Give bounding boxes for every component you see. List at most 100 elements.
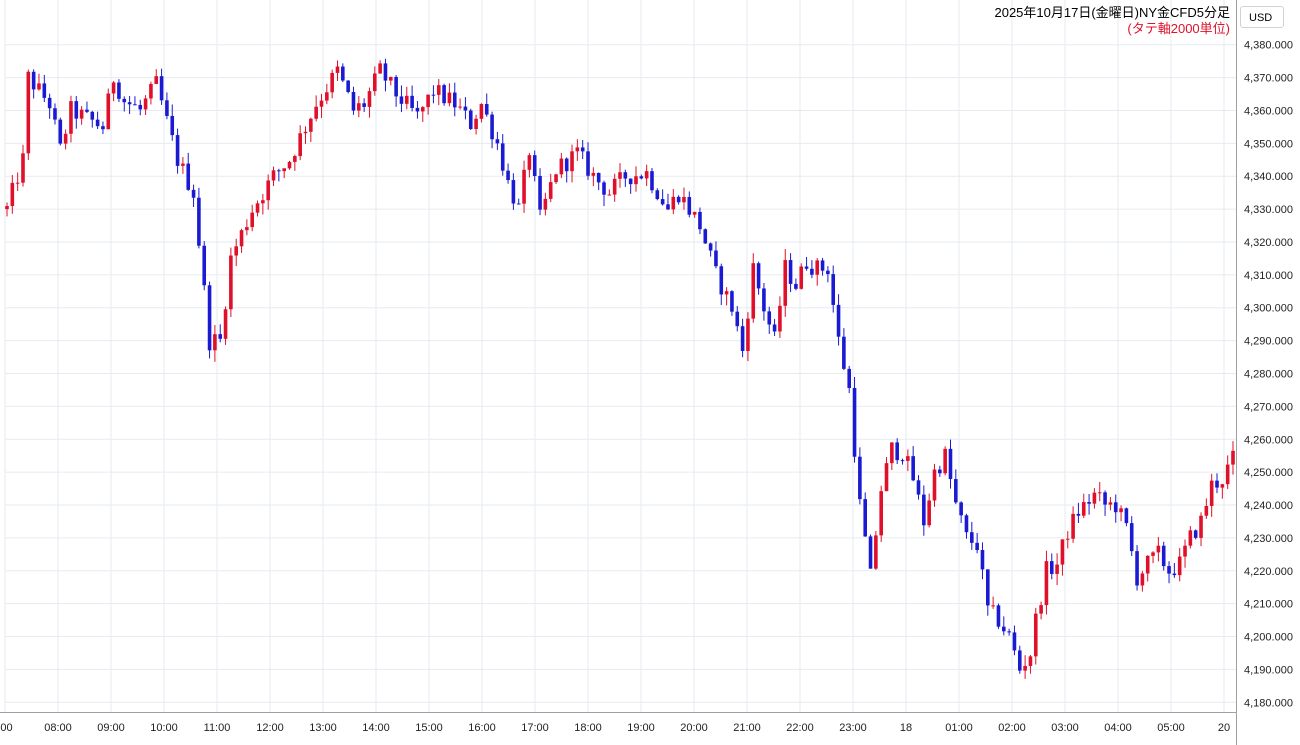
candle-body (404, 95, 409, 104)
candle-body (676, 196, 681, 203)
candle-body (10, 182, 15, 207)
candle-body (639, 176, 644, 179)
candle-body (21, 153, 25, 183)
candle-body (101, 126, 105, 130)
x-tick-label: 21:00 (733, 722, 761, 734)
candle-body (426, 94, 430, 108)
candle-body (591, 172, 596, 176)
candle-body (975, 542, 979, 551)
candle-body (836, 304, 841, 337)
candle-body (1156, 545, 1161, 553)
candle-body (335, 66, 340, 73)
candle-body (655, 190, 660, 200)
candle-body (410, 95, 414, 108)
candle-body (746, 318, 750, 352)
candle-body (325, 92, 329, 101)
candle-body (351, 91, 356, 111)
candle-body (900, 460, 905, 462)
y-tick-label: 4,260.000 (1244, 434, 1293, 446)
y-tick-label: 4,330.000 (1244, 204, 1293, 216)
candle-body (1204, 505, 1209, 516)
candle-body (79, 109, 84, 119)
x-tick-label: 01:00 (945, 722, 973, 734)
candle-body (154, 76, 159, 84)
candle-body (852, 387, 857, 457)
candle-body (1135, 551, 1139, 586)
candle-body (1225, 464, 1230, 485)
candle-body (783, 260, 788, 306)
chart-title: 2025年10月17日(金曜日)NY金CFD5分足 (994, 5, 1230, 20)
candle-body (319, 100, 324, 107)
candle-body (1113, 502, 1118, 513)
candle-body (559, 158, 564, 175)
candle-body (959, 502, 963, 516)
candle-body (1060, 539, 1065, 565)
candle-body (452, 92, 457, 108)
candle-body (479, 103, 484, 119)
axis-unit-note: (タテ軸2000単位) (1127, 21, 1230, 36)
candle-body (751, 263, 756, 319)
candle-body (890, 442, 894, 464)
candle-body (682, 196, 686, 203)
candle-body (500, 143, 505, 171)
candle-body (1071, 513, 1075, 539)
candle-body (1033, 613, 1038, 657)
candle-body (506, 170, 510, 181)
y-tick-label: 4,250.000 (1244, 467, 1293, 479)
candle-body (117, 82, 121, 99)
candle-body (1151, 552, 1155, 556)
candle-body (548, 182, 553, 199)
candle-body (964, 515, 969, 533)
candle-body (218, 334, 223, 339)
x-tick-label: :00 (0, 722, 13, 734)
candle-body (842, 336, 846, 369)
candle-body (527, 155, 532, 170)
candle-body (772, 324, 777, 332)
candle-body (586, 151, 590, 176)
candle-body (197, 197, 201, 246)
candle-body (1092, 492, 1097, 504)
candle-body (927, 500, 931, 526)
candle-body (922, 494, 926, 526)
currency-selector[interactable]: USD (1240, 6, 1284, 28)
y-tick-label: 4,210.000 (1244, 599, 1293, 611)
candle-body (623, 172, 628, 179)
y-tick-label: 4,190.000 (1244, 664, 1293, 676)
candle-body (538, 175, 542, 210)
candle-body (1215, 480, 1219, 488)
y-tick-label: 4,270.000 (1244, 401, 1293, 413)
candle-body (516, 203, 521, 205)
candle-body (213, 334, 217, 351)
candlestick-series (5, 58, 1235, 679)
candle-body (5, 206, 9, 210)
candle-body (1007, 631, 1011, 633)
candle-body (357, 103, 361, 111)
candle-body (767, 311, 772, 325)
candle-body (1193, 530, 1198, 538)
candle-body (719, 266, 724, 295)
candle-body (74, 101, 79, 119)
candle-body (815, 260, 820, 275)
candle-body (906, 456, 910, 461)
candle-body (53, 108, 57, 120)
candle-body (650, 171, 654, 191)
x-tick-label: 23:00 (839, 722, 867, 734)
candle-body (186, 163, 191, 190)
candle-body (378, 63, 382, 74)
price-axis: 4,180.000 4,190.000 4,200.000 4,210.000 4,22… (1236, 0, 1293, 745)
candle-body (159, 76, 164, 101)
x-tick-label: 04:00 (1104, 722, 1132, 734)
candle-body (543, 198, 548, 210)
y-tick-label: 4,360.000 (1244, 105, 1293, 117)
x-tick-label: 11:00 (204, 722, 231, 734)
candle-body (431, 94, 436, 96)
y-tick-label: 4,320.000 (1244, 237, 1293, 249)
candle-body (1087, 502, 1091, 504)
candle-body (612, 178, 617, 195)
candle-body (26, 71, 31, 154)
x-tick-label: 18:00 (574, 722, 602, 734)
x-tick-label: 14:00 (362, 722, 390, 734)
candle-body (95, 119, 100, 127)
candle-body (687, 196, 692, 215)
